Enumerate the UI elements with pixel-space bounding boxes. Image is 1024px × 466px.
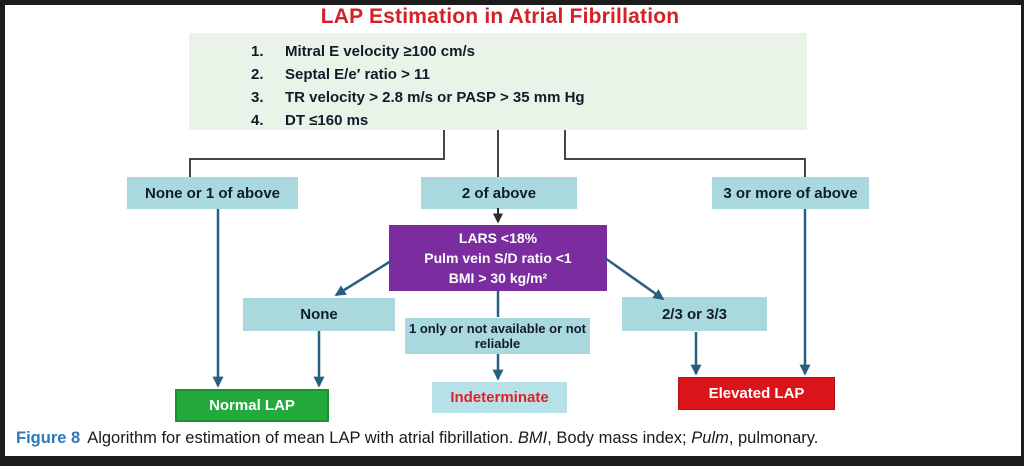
- branch-3-or-more: 3 or more of above: [712, 177, 869, 209]
- criteria-text: DT ≤160 ms: [285, 112, 369, 129]
- lars-criteria-box: LARS <18% Pulm vein S/D ratio <1 BMI > 3…: [389, 225, 607, 291]
- figure-caption: Figure 8 Algorithm for estimation of mean…: [16, 429, 1011, 448]
- outcome-indeterminate: Indeterminate: [432, 382, 567, 413]
- frame-border-left: [0, 0, 5, 466]
- criteria-text: TR velocity > 2.8 m/s or PASP > 35 mm Hg: [285, 89, 585, 106]
- frame-border-right: [1021, 0, 1024, 466]
- abbr-pulm: Pulm: [691, 429, 729, 447]
- criteria-number: 2.: [251, 66, 264, 83]
- criteria-item: 1. Mitral E velocity ≥100 cm/s: [251, 40, 807, 63]
- frame-border-top: [0, 0, 1024, 5]
- figure-caption-label: Figure 8: [16, 429, 81, 447]
- bmi-line: BMI > 30 kg/m²: [448, 270, 548, 286]
- criteria-number: 4.: [251, 112, 264, 129]
- figure-caption-text: , Body mass index;: [547, 429, 692, 447]
- frame-border-bottom: [0, 456, 1024, 466]
- node-none: None: [243, 298, 395, 331]
- node-2of3-or-3of3: 2/3 or 3/3: [622, 297, 767, 331]
- outcome-elevated-lap: Elevated LAP: [678, 377, 835, 410]
- criteria-text: Mitral E velocity ≥100 cm/s: [285, 43, 475, 60]
- node-1-only-not-available: 1 only or not available or not reliable: [405, 318, 590, 354]
- criteria-number: 3.: [251, 89, 264, 106]
- outcome-normal-lap: Normal LAP: [175, 389, 329, 422]
- criteria-item: 4. DT ≤160 ms: [251, 109, 807, 132]
- branch-none-or-1: None or 1 of above: [127, 177, 298, 209]
- branch-2-of-above: 2 of above: [421, 177, 577, 209]
- lars-line: LARS <18%: [458, 230, 538, 246]
- figure-caption-text: , pulmonary.: [728, 429, 819, 447]
- figure-title: LAP Estimation in Atrial Fibrillation: [320, 5, 680, 28]
- figure-caption-text: Algorithm for estimation of mean LAP wit…: [87, 429, 518, 447]
- criteria-item: 2. Septal E/e′ ratio > 11: [251, 63, 807, 86]
- criteria-text: Septal E/e′ ratio > 11: [285, 66, 430, 83]
- abbr-bmi: BMI: [517, 429, 548, 447]
- pulm-vein-line: Pulm vein S/D ratio <1: [424, 250, 572, 266]
- criteria-number: 1.: [251, 43, 264, 60]
- criteria-item: 3. TR velocity > 2.8 m/s or PASP > 35 mm…: [251, 86, 807, 109]
- criteria-box: 1. Mitral E velocity ≥100 cm/s 2. Septal…: [189, 33, 807, 130]
